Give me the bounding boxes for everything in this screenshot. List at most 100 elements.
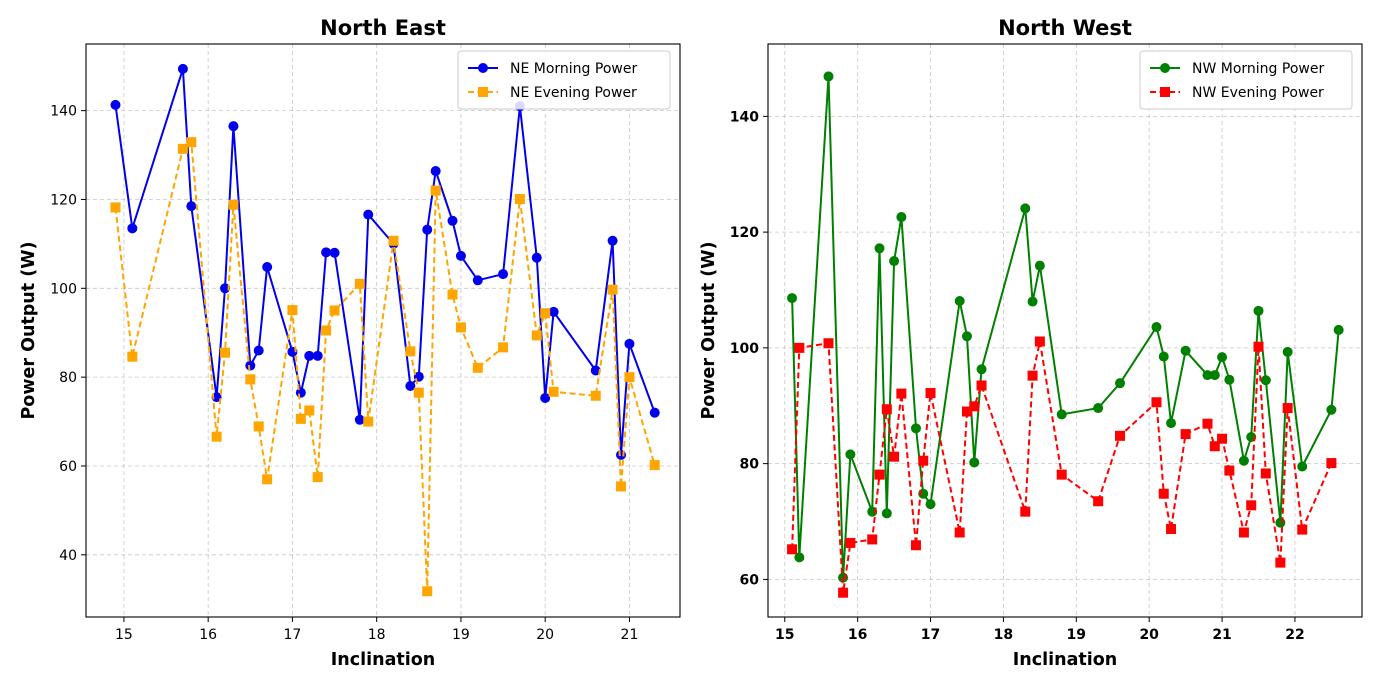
data-point (1093, 496, 1104, 507)
data-point (295, 387, 306, 398)
data-point (881, 404, 892, 415)
x-tick-label: 22 (1285, 627, 1304, 643)
data-point (889, 451, 900, 462)
data-point (889, 256, 900, 267)
data-point (253, 421, 264, 432)
data-point (405, 346, 416, 357)
data-point (787, 544, 798, 555)
y-tick-label: 140 (50, 104, 77, 120)
data-point (304, 405, 315, 416)
x-tick-label: 19 (452, 627, 470, 643)
data-point (969, 457, 980, 468)
data-point (430, 185, 441, 196)
legend-box (1139, 50, 1353, 110)
series-line (114, 68, 656, 455)
series-1 (110, 137, 660, 597)
data-point (874, 469, 885, 480)
data-point (590, 390, 601, 401)
legend-label: NW Morning Power (1192, 61, 1324, 77)
data-point (881, 508, 892, 519)
data-point (110, 202, 121, 213)
legend-label: NE Evening Power (510, 85, 637, 101)
y-axis-label: Power Output (W) (699, 241, 719, 419)
data-point (616, 481, 627, 492)
y-tick-label: 60 (59, 459, 77, 475)
data-point (1151, 397, 1162, 408)
data-point (127, 351, 138, 362)
data-point (1282, 403, 1293, 414)
data-point (177, 143, 188, 154)
chart-panel-0: 15 16 17 18 19 20 21 40 60 80 100 120 140 NE Morning … (19, 16, 681, 670)
chart-title: North East (320, 16, 446, 40)
data-point (838, 587, 849, 598)
data-point (245, 360, 256, 371)
data-point (1166, 418, 1177, 429)
data-point (413, 387, 424, 398)
y-tick-label: 100 (730, 341, 759, 357)
data-point (1115, 378, 1126, 389)
data-point (823, 71, 834, 82)
data-point (1056, 469, 1067, 480)
legend-marker (1160, 63, 1170, 73)
data-point (127, 223, 138, 234)
data-point (177, 63, 188, 74)
data-point (1093, 403, 1104, 414)
data-point (211, 431, 222, 442)
data-point (624, 338, 635, 349)
y-tick-label: 80 (59, 370, 77, 386)
y-tick-label: 140 (730, 109, 759, 125)
grid (768, 44, 1362, 617)
x-tick-label: 16 (199, 627, 217, 643)
data-point (1275, 557, 1286, 568)
data-point (262, 474, 273, 485)
data-point (1326, 458, 1337, 469)
data-point (388, 235, 399, 246)
x-tick-label: 21 (621, 627, 639, 643)
x-axis-label: Inclination (1013, 650, 1117, 670)
data-point (1297, 524, 1308, 535)
x-tick-label: 19 (1067, 627, 1086, 643)
x-tick-label: 17 (284, 627, 302, 643)
legend-label: NE Morning Power (510, 61, 637, 77)
data-point (1333, 324, 1344, 335)
legend-label: NW Evening Power (1192, 85, 1324, 101)
legend-box (457, 50, 671, 110)
series-0 (110, 63, 660, 460)
series-1 (787, 336, 1337, 598)
data-point (1253, 305, 1264, 316)
data-point (186, 137, 197, 148)
data-point (1151, 322, 1162, 333)
legend-marker (478, 87, 488, 97)
data-point (787, 293, 798, 304)
data-point (422, 586, 433, 597)
chart-title: North West (998, 16, 1132, 40)
data-point (514, 194, 525, 205)
data-point (954, 527, 965, 538)
y-tick-label: 80 (740, 457, 760, 473)
data-point (1238, 527, 1249, 538)
data-point (1180, 429, 1191, 440)
data-point (228, 121, 239, 132)
legend: NE Morning Power NE Evening Power (457, 50, 671, 110)
data-point (354, 278, 365, 289)
y-tick-label: 120 (50, 192, 77, 208)
data-point (649, 407, 660, 418)
series-line (791, 76, 1340, 578)
data-point (455, 322, 466, 333)
y-tick-label: 40 (59, 548, 77, 564)
data-point (498, 342, 509, 353)
data-point (1217, 433, 1228, 444)
data-point (531, 252, 542, 263)
data-point (1224, 374, 1235, 385)
data-point (925, 499, 936, 510)
y-axis-label: Power Output (W) (19, 241, 39, 419)
series-line (114, 140, 656, 592)
data-point (1209, 370, 1220, 381)
data-point (1202, 418, 1213, 429)
data-point (925, 388, 936, 399)
data-point (1027, 370, 1038, 381)
y-tick-label: 120 (730, 225, 759, 241)
data-point (845, 537, 856, 548)
data-point (329, 247, 340, 258)
